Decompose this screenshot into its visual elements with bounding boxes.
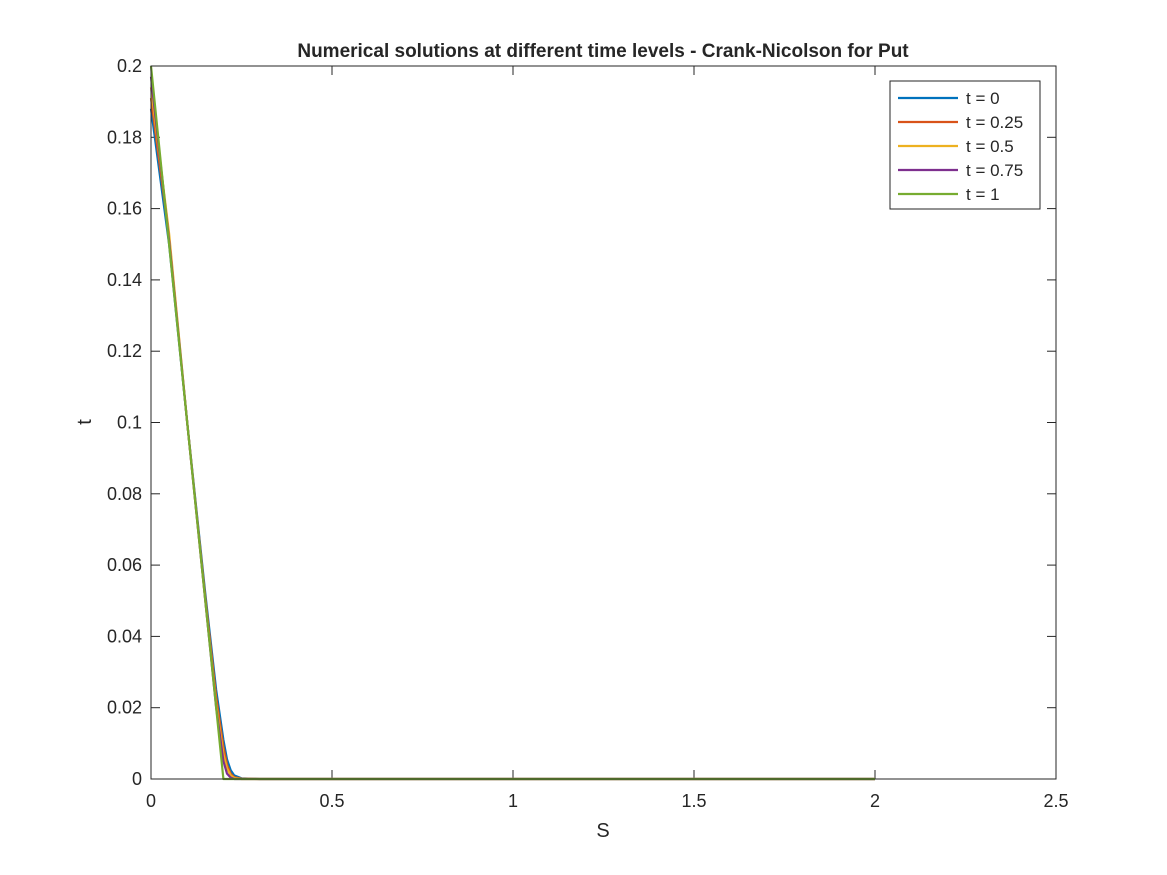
legend: t = 0 t = 0.25 t = 0.5 t = 0.75 t = 1 — [889, 80, 1041, 210]
x-axis-ticks: 0 0.5 1 1.5 2 2.5 — [146, 66, 1069, 811]
y-tick-label: 0.2 — [117, 56, 142, 76]
y-tick-label: 0.14 — [107, 270, 142, 290]
x-axis-label: S — [596, 820, 609, 842]
legend-label-5: t = 1 — [966, 185, 1000, 204]
y-tick-label: 0.06 — [107, 555, 142, 575]
y-tick-label: 0.02 — [107, 698, 142, 718]
x-tick-label: 2.5 — [1043, 791, 1068, 811]
y-tick-label: 0.16 — [107, 199, 142, 219]
y-tick-label: 0.04 — [107, 626, 142, 646]
y-axis-ticks: 0 0.02 0.04 0.06 0.08 0.1 0.12 0.14 0.16 0.18 0.2 — [107, 56, 1056, 789]
axes-box — [150, 65, 1057, 780]
legend-label-2: t = 0.25 — [966, 113, 1023, 132]
legend-label-1: t = 0 — [966, 89, 1000, 108]
x-tick-label: 1.5 — [681, 791, 706, 811]
x-tick-label: 1 — [508, 791, 518, 811]
y-tick-label: 0.12 — [107, 341, 142, 361]
y-tick-label: 0 — [132, 769, 142, 789]
chart-title: Numerical solutions at different time le… — [297, 41, 909, 62]
y-tick-label: 0.18 — [107, 127, 142, 147]
legend-label-4: t = 0.75 — [966, 161, 1023, 180]
y-tick-label: 0.08 — [107, 484, 142, 504]
legend-label-3: t = 0.5 — [966, 137, 1014, 156]
x-tick-label: 2 — [870, 791, 880, 811]
x-tick-label: 0 — [146, 791, 156, 811]
y-axis-label: t — [74, 419, 96, 425]
y-tick-label: 0.1 — [117, 413, 142, 433]
x-tick-label: 0.5 — [319, 791, 344, 811]
